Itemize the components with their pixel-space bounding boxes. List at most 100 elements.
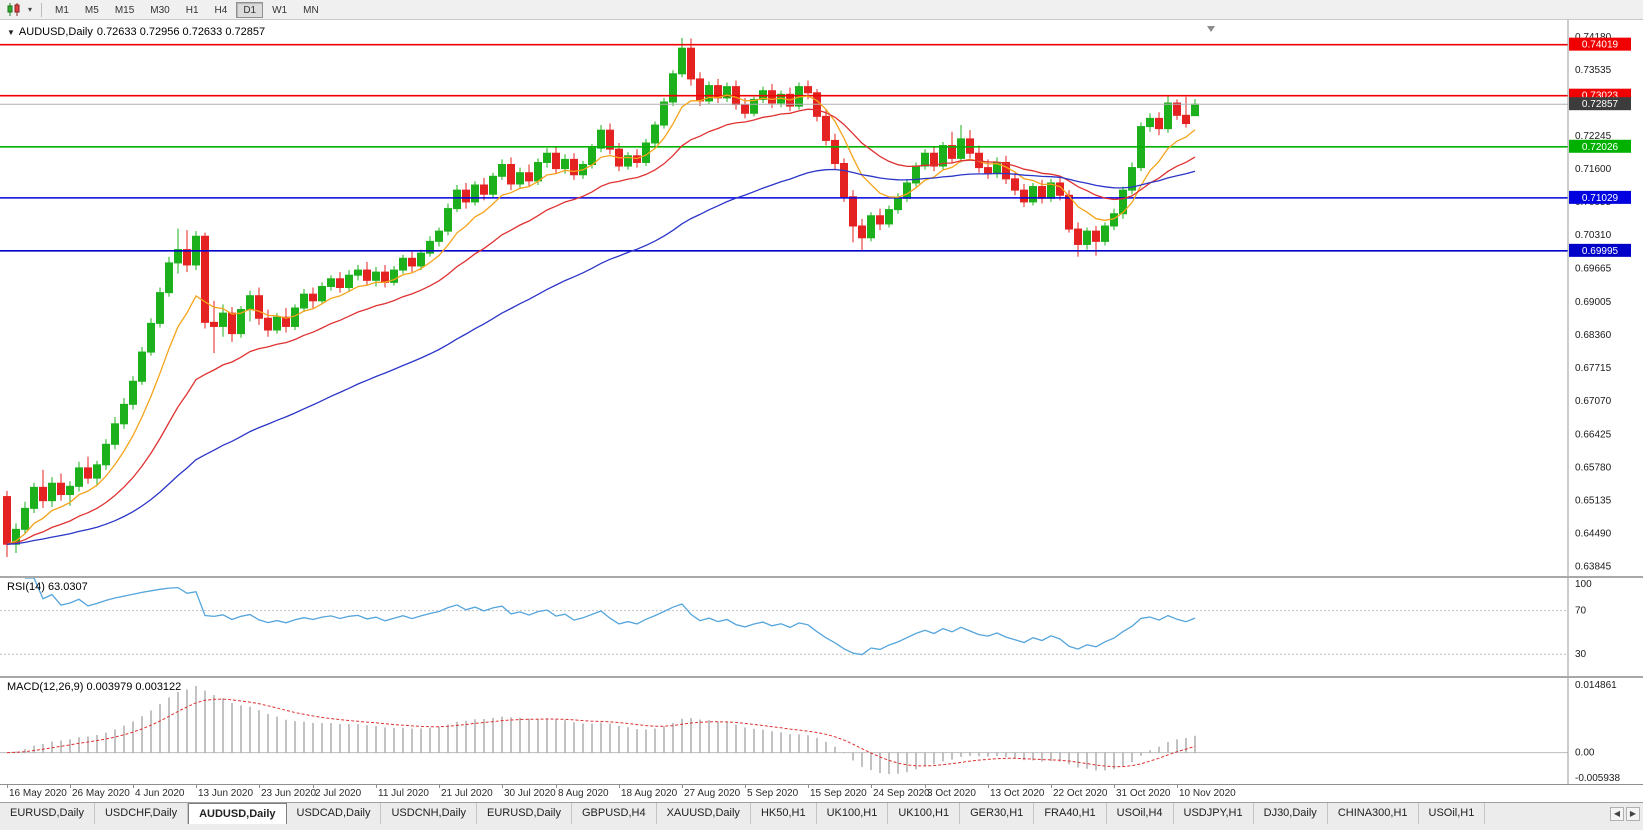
panel-splitter[interactable] — [0, 576, 1643, 578]
chart-tab-hk50-h1[interactable]: HK50,H1 — [750, 803, 817, 824]
rsi-panel[interactable]: 100 70 30 RSI(14) 63.0307 — [0, 578, 1643, 676]
date-axis-label: 10 Nov 2020 — [1179, 788, 1236, 799]
date-tick — [502, 785, 503, 788]
chart-tab-gbpusd-h4[interactable]: GBPUSD,H4 — [572, 803, 657, 824]
tab-scroll-right-icon[interactable]: ▶ — [1626, 806, 1640, 821]
date-axis-label: 13 Oct 2020 — [990, 788, 1045, 799]
date-tick — [133, 785, 134, 788]
macd-histogram — [15, 685, 1196, 775]
collapse-arrow-icon[interactable]: ▼ — [7, 27, 15, 37]
price-axis: 0.741800.735350.728900.722450.716000.709… — [1575, 32, 1612, 573]
tab-scroll-left-icon[interactable]: ◀ — [1610, 806, 1624, 821]
horizontal-levels — [0, 43, 1568, 252]
chart-tab-usdcnh-daily[interactable]: USDCNH,Daily — [381, 803, 478, 824]
svg-text:0.72857: 0.72857 — [1582, 99, 1619, 110]
chart-tab-fra40-h1[interactable]: FRA40,H1 — [1034, 803, 1107, 824]
svg-text:70: 70 — [1575, 606, 1587, 617]
chart-tab-audusd-daily[interactable]: AUDUSD,Daily — [188, 803, 287, 824]
svg-text:0.69665: 0.69665 — [1575, 263, 1612, 274]
svg-text:0.72026: 0.72026 — [1582, 142, 1619, 153]
chart-tab-eurusd-daily[interactable]: EURUSD,Daily — [477, 803, 572, 824]
top-toolbar: ▾ M1 M5 M15 M30 H1 H4 D1 W1 MN — [0, 0, 1643, 20]
svg-text:100: 100 — [1575, 579, 1592, 590]
date-axis-label: 8 Aug 2020 — [558, 788, 609, 799]
date-axis-label: 21 Jul 2020 — [441, 788, 493, 799]
chart-tab-usdcad-daily[interactable]: USDCAD,Daily — [286, 803, 382, 824]
chart-symbol-label: AUDUSD,Daily — [18, 26, 93, 38]
svg-text:0.72245: 0.72245 — [1575, 131, 1612, 142]
timeframe-button-h4[interactable]: H4 — [214, 4, 228, 16]
date-tick — [376, 785, 377, 788]
price-tag: 0.72857 — [1569, 97, 1631, 111]
date-tick — [925, 785, 926, 788]
date-axis-label: 5 Sep 2020 — [747, 788, 799, 799]
chart-tab-uk100-h1[interactable]: UK100,H1 — [888, 803, 961, 824]
svg-text:-0.005938: -0.005938 — [1575, 773, 1620, 784]
chart-tab-usoil-h4[interactable]: USOil,H4 — [1106, 803, 1174, 824]
rsi-label: RSI(14) 63.0307 — [7, 581, 88, 593]
date-tick — [1177, 785, 1178, 788]
rsi-line — [25, 578, 1196, 656]
chart-type-dropdown-icon[interactable]: ▾ — [27, 5, 32, 14]
macd-signal-line — [6, 698, 1196, 768]
svg-text:0.68360: 0.68360 — [1575, 330, 1612, 341]
date-axis-label: 2 Jul 2020 — [315, 788, 362, 799]
timeframe-buttons: M1 M5 M15 M30 H1 H4 D1 W1 MN — [47, 0, 327, 19]
date-axis-label: 27 Aug 2020 — [684, 788, 741, 799]
chart-tab-usoil-h1[interactable]: USOil,H1 — [1418, 803, 1486, 824]
timeframe-button-mn[interactable]: MN — [303, 4, 319, 16]
date-axis-label: 30 Jul 2020 — [504, 788, 556, 799]
date-tick — [1051, 785, 1052, 788]
fast-ma-line — [6, 94, 1196, 545]
mid-ma-line — [6, 108, 1196, 545]
svg-text:0.014861: 0.014861 — [1575, 680, 1617, 691]
date-axis-label: 23 Jun 2020 — [261, 788, 317, 799]
date-axis-label: 18 Aug 2020 — [621, 788, 678, 799]
chart-tab-xauusd-daily[interactable]: XAUUSD,Daily — [656, 803, 751, 824]
timeframe-button-m30[interactable]: M30 — [150, 4, 170, 16]
timeframe-button-h1[interactable]: H1 — [185, 4, 199, 16]
chart-tab-china300-h1[interactable]: CHINA300,H1 — [1327, 803, 1419, 824]
svg-text:0.00: 0.00 — [1575, 748, 1595, 759]
chart-tab-eurusd-daily[interactable]: EURUSD,Daily — [0, 803, 95, 824]
chart-type-candlestick-icon[interactable] — [5, 2, 23, 18]
date-axis-label: 11 Jul 2020 — [378, 788, 429, 799]
date-tick — [682, 785, 683, 788]
timeframe-button-m15[interactable]: M15 — [114, 4, 135, 16]
svg-text:0.74180: 0.74180 — [1575, 32, 1612, 43]
chart-ohlc-values: 0.72633 0.72956 0.72633 0.72857 — [96, 26, 266, 38]
chart-shift-marker-icon — [1207, 26, 1215, 32]
chart-tab-uk100-h1[interactable]: UK100,H1 — [816, 803, 889, 824]
chart-tab-ger30-h1[interactable]: GER30,H1 — [960, 803, 1035, 824]
date-tick — [313, 785, 314, 788]
date-axis-label: 16 May 2020 — [9, 788, 67, 799]
svg-text:0.71600: 0.71600 — [1575, 164, 1612, 175]
svg-text:0.69995: 0.69995 — [1582, 246, 1619, 257]
date-axis[interactable]: 16 May 2020 26 May 2020 4 Jun 2020 13 Jun 2… — [0, 784, 1643, 802]
chart-tab-dj30-daily[interactable]: DJ30,Daily — [1253, 803, 1328, 824]
timeframe-button-m5[interactable]: M5 — [84, 4, 99, 16]
price-tag: 0.74019 — [1569, 37, 1631, 51]
chart-tab-usdchf-daily[interactable]: USDCHF,Daily — [94, 803, 189, 824]
svg-text:0.64490: 0.64490 — [1575, 528, 1612, 539]
date-axis-label: 31 Oct 2020 — [1116, 788, 1171, 799]
date-tick — [988, 785, 989, 788]
price-tag: 0.69995 — [1569, 243, 1631, 257]
panel-splitter[interactable] — [0, 676, 1643, 678]
tab-scroll-controls: ◀ ▶ — [1607, 803, 1643, 824]
date-tick — [7, 785, 8, 788]
status-strip — [0, 824, 1643, 830]
date-axis-label: 13 Jun 2020 — [198, 788, 254, 799]
main-chart-panel[interactable]: 0.741800.735350.728900.722450.716000.709… — [0, 20, 1643, 576]
svg-text:0.71029: 0.71029 — [1582, 193, 1619, 204]
timeframe-button-m1[interactable]: M1 — [55, 4, 69, 16]
svg-text:0.67070: 0.67070 — [1575, 396, 1612, 407]
timeframe-button-d1[interactable]: D1 — [236, 1, 264, 18]
macd-panel[interactable]: 0.014861 0.00 -0.005938 MACD(12,26,9) 0.00… — [0, 678, 1643, 784]
svg-text:0.73023: 0.73023 — [1582, 91, 1619, 102]
chart-tab-usdjpy-h1[interactable]: USDJPY,H1 — [1173, 803, 1254, 824]
price-tag: 0.71029 — [1569, 190, 1631, 204]
date-tick — [871, 785, 872, 788]
timeframe-button-w1[interactable]: W1 — [272, 4, 288, 16]
svg-text:0.73535: 0.73535 — [1575, 65, 1612, 76]
